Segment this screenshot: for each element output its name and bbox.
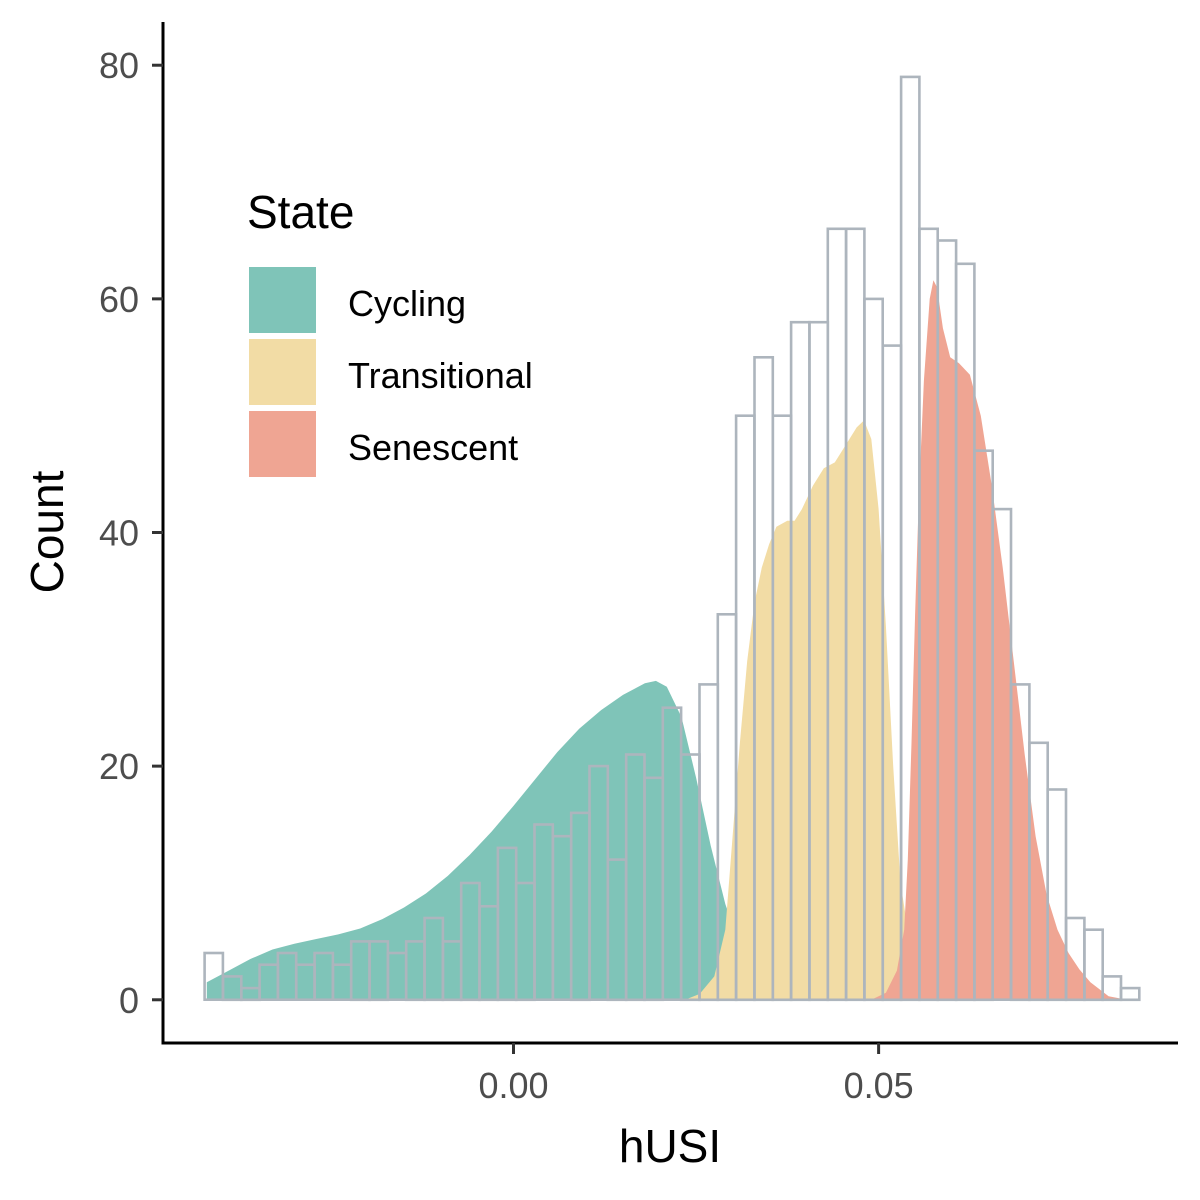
density-area-cycling	[206, 680, 850, 1000]
histogram-bar	[1083, 928, 1105, 1002]
density-layer	[206, 280, 1127, 1000]
legend-label-cycling: Cycling	[348, 283, 466, 324]
density-area-senescent	[871, 280, 1127, 1000]
y-tick-label: 0	[119, 980, 139, 1021]
histogram-bar	[1119, 986, 1141, 1002]
legend-key-transitional	[249, 339, 316, 405]
legend-key-senescent	[249, 411, 316, 477]
x-tick-label: 0.05	[844, 1065, 914, 1106]
histogram-layer	[203, 75, 1141, 1002]
x-tick-label: 0.00	[478, 1065, 548, 1106]
legend: State Cycling Transitional Senescent	[247, 186, 533, 477]
y-tick-label: 40	[99, 513, 139, 554]
legend-label-senescent: Senescent	[348, 427, 518, 468]
density-area-transitional	[685, 420, 952, 1000]
x-ticks: 0.00 0.05	[478, 1043, 914, 1106]
x-axis-title: hUSI	[619, 1120, 721, 1172]
y-axis-title: Count	[21, 470, 73, 593]
y-tick-label: 20	[99, 746, 139, 787]
legend-label-transitional: Transitional	[348, 355, 533, 396]
y-tick-label: 80	[99, 45, 139, 86]
y-tick-label: 60	[99, 279, 139, 320]
y-ticks: 0 20 40 60 80	[99, 45, 163, 1021]
histogram-bar	[1046, 788, 1068, 1002]
legend-key-cycling	[249, 267, 316, 333]
legend-title: State	[247, 186, 354, 238]
